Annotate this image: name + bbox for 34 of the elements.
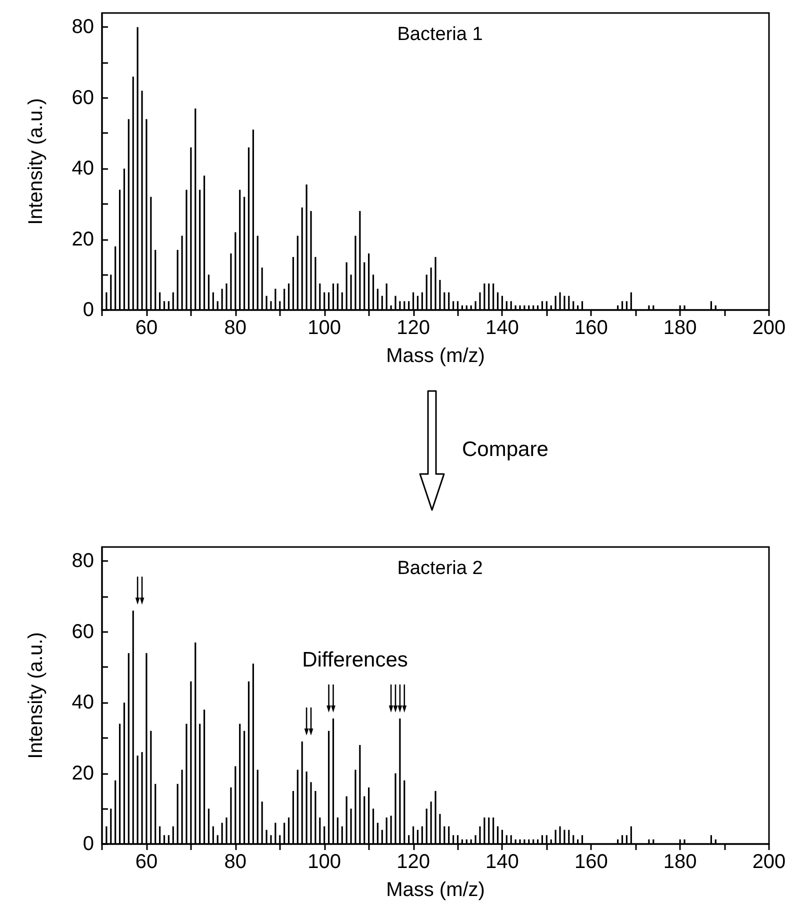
annotation: Bacteria 1 bbox=[397, 24, 483, 45]
x-tick-label: 180 bbox=[663, 851, 697, 873]
x-tick-label: 100 bbox=[308, 851, 342, 873]
y-tick-label: 80 bbox=[72, 550, 94, 572]
x-tick-label: 120 bbox=[396, 317, 430, 339]
y-tick-label: 60 bbox=[72, 86, 94, 109]
x-tick-label: 140 bbox=[486, 851, 519, 873]
annotation: Differences bbox=[302, 648, 408, 672]
y-axis-title: Intensity (a.u.) bbox=[25, 632, 47, 759]
y-tick-label: 0 bbox=[82, 299, 94, 321]
x-axis-title: Mass (m/z) bbox=[386, 345, 485, 367]
x-tick-label: 100 bbox=[308, 317, 342, 339]
x-tick-label: 80 bbox=[224, 851, 247, 873]
y-tick-label: 20 bbox=[72, 762, 94, 784]
y-axis-title: Intensity (a.u.) bbox=[25, 98, 47, 225]
annotation: Bacteria 2 bbox=[397, 558, 483, 579]
x-tick-label: 60 bbox=[135, 851, 158, 873]
x-tick-label: 120 bbox=[396, 851, 430, 873]
x-tick-label: 140 bbox=[486, 317, 519, 339]
x-tick-label: 160 bbox=[574, 317, 608, 339]
y-tick-label: 80 bbox=[72, 16, 94, 38]
y-tick-label: 40 bbox=[72, 692, 94, 714]
x-tick-label: 80 bbox=[224, 317, 247, 339]
x-tick-label: 180 bbox=[663, 317, 697, 339]
x-tick-label: 160 bbox=[574, 851, 608, 873]
x-axis-title: Mass (m/z) bbox=[386, 879, 485, 901]
y-tick-label: 20 bbox=[72, 228, 94, 250]
y-tick-label: 0 bbox=[82, 833, 94, 855]
x-tick-label: 200 bbox=[752, 851, 786, 873]
text: Compare bbox=[462, 438, 548, 462]
x-tick-label: 200 bbox=[752, 317, 786, 339]
y-tick-label: 60 bbox=[72, 620, 94, 643]
y-tick-label: 40 bbox=[72, 158, 94, 180]
x-tick-label: 60 bbox=[135, 317, 158, 339]
